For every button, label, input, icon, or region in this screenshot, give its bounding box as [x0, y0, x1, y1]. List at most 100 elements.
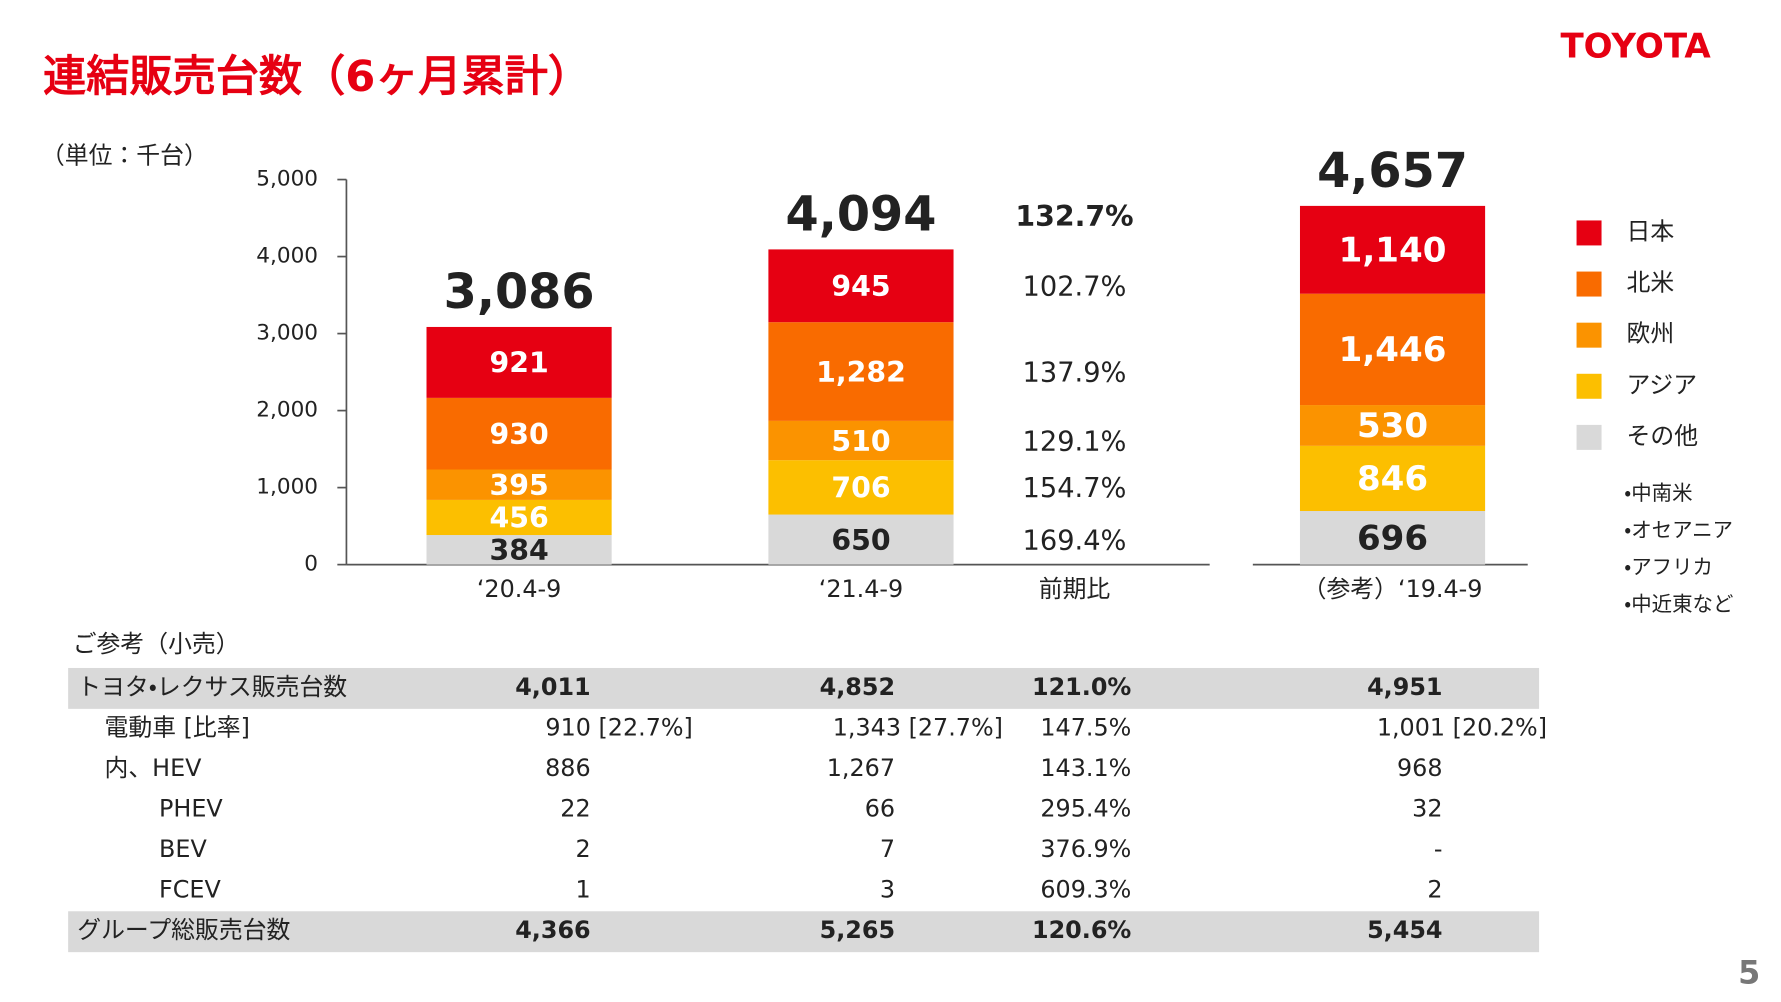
bar-segment	[426, 499, 612, 536]
cell: 910 [22.7%]	[545, 713, 692, 741]
row-label: トヨタ・レクサス販売台数	[77, 673, 347, 701]
cell: 2	[1427, 876, 1442, 904]
cell: 147.5%	[1040, 713, 1131, 741]
bar-segment	[426, 326, 612, 398]
yoy-label: 137.9%	[1023, 357, 1127, 388]
cell: 1,343 [27.7%]	[833, 713, 1003, 741]
cell: 7	[880, 835, 895, 863]
y-tick-label: 2,000	[256, 398, 318, 423]
table-title: ご参考（小売）	[73, 630, 240, 658]
table-band	[68, 667, 1540, 709]
yoy-label: 129.1%	[1023, 426, 1127, 457]
data-label: 945	[831, 270, 890, 303]
cell: 1,001 [20.2%]	[1377, 713, 1547, 741]
yoy-label: 102.7%	[1023, 272, 1127, 303]
row-label: 電動車 [比率]	[104, 713, 249, 741]
legend-swatch	[1576, 322, 1602, 348]
y-tick-label: 0	[304, 552, 318, 577]
cell: 66	[865, 795, 895, 823]
row-label: 内、HEV	[104, 754, 202, 782]
cell: 32	[1412, 795, 1442, 823]
data-label: 456	[489, 502, 548, 535]
legend-note: ・アフリカ	[1624, 555, 1713, 579]
y-tick-label: 1,000	[256, 475, 318, 500]
legend-label: その他	[1627, 422, 1699, 450]
bar-segment	[768, 249, 954, 323]
legend-label: 北米	[1627, 269, 1675, 297]
y-tick-label: 3,000	[256, 321, 318, 346]
table-band	[68, 911, 1540, 953]
bar-segment	[426, 397, 612, 470]
row-label: グループ総販売台数	[77, 916, 290, 944]
row-label: FCEV	[159, 876, 221, 904]
legend-note: ・中近東など	[1624, 592, 1733, 616]
legend-swatch	[1576, 373, 1602, 399]
data-label: 1,282	[816, 356, 906, 389]
legend-note: ・オセアニア	[1624, 518, 1733, 542]
cell: 1	[575, 876, 590, 904]
cell: 2	[575, 835, 590, 863]
cell: 121.0%	[1032, 673, 1131, 701]
data-label: 395	[489, 469, 548, 502]
yoy-header: 前期比	[1039, 575, 1111, 603]
data-label: 510	[831, 425, 890, 458]
cell: 609.3%	[1040, 876, 1131, 904]
cell: 4,011	[515, 673, 590, 701]
cell: 968	[1397, 754, 1443, 782]
data-label: 530	[1357, 406, 1428, 446]
yoy-total: 132.7%	[1015, 200, 1133, 233]
cell: 4,366	[515, 916, 590, 944]
bar-segment	[1299, 511, 1486, 565]
cell: 5,454	[1367, 916, 1442, 944]
cell: 3	[880, 876, 895, 904]
legend-note: ・中南米	[1624, 481, 1692, 505]
data-label: 930	[489, 418, 548, 451]
cell: 143.1%	[1040, 754, 1131, 782]
total-label: 3,086	[444, 265, 595, 320]
total-label: 4,657	[1317, 144, 1468, 199]
y-tick-label: 4,000	[256, 244, 318, 269]
cell: 376.9%	[1040, 835, 1131, 863]
cell: 22	[560, 795, 590, 823]
cell: 4,951	[1367, 673, 1442, 701]
bar-segment	[1299, 445, 1486, 512]
bar-segment	[768, 322, 954, 421]
legend-label: 日本	[1627, 217, 1675, 245]
row-label: PHEV	[159, 795, 223, 823]
data-label: 696	[1357, 519, 1428, 559]
bar-segment	[1299, 405, 1486, 446]
data-label: 1,140	[1339, 231, 1447, 271]
legend-swatch	[1576, 271, 1602, 297]
legend-label: 欧州	[1627, 320, 1675, 348]
legend-label: アジア	[1627, 371, 1698, 399]
unit-label: （単位：千台）	[41, 141, 208, 169]
cell: 4,852	[820, 673, 895, 701]
bar-segment	[768, 460, 954, 515]
bar-segment	[1299, 293, 1486, 406]
yoy-label: 154.7%	[1023, 473, 1127, 504]
cell: 5,265	[820, 916, 895, 944]
cell: -	[1434, 835, 1443, 863]
legend-swatch	[1576, 424, 1602, 450]
data-label: 650	[831, 524, 890, 557]
cell: 886	[545, 754, 591, 782]
total-label: 4,094	[786, 188, 937, 243]
data-label: 1,446	[1339, 330, 1447, 370]
data-label: 921	[489, 347, 548, 380]
cell: 1,267	[827, 754, 895, 782]
bar-segment	[1299, 205, 1486, 294]
legend-swatch	[1576, 220, 1602, 246]
x-tick-label: ‘20.4-9	[477, 575, 561, 603]
x-tick-label: ‘21.4-9	[819, 575, 903, 603]
cell: 295.4%	[1040, 795, 1131, 823]
data-label: 706	[831, 472, 890, 505]
cell: 120.6%	[1032, 916, 1131, 944]
y-tick-label: 5,000	[256, 167, 318, 192]
data-label: 846	[1357, 459, 1428, 499]
logo: TOYOTA	[1560, 26, 1711, 66]
bar-segment	[426, 469, 612, 500]
bar-segment	[768, 420, 954, 461]
row-label: BEV	[159, 835, 207, 863]
